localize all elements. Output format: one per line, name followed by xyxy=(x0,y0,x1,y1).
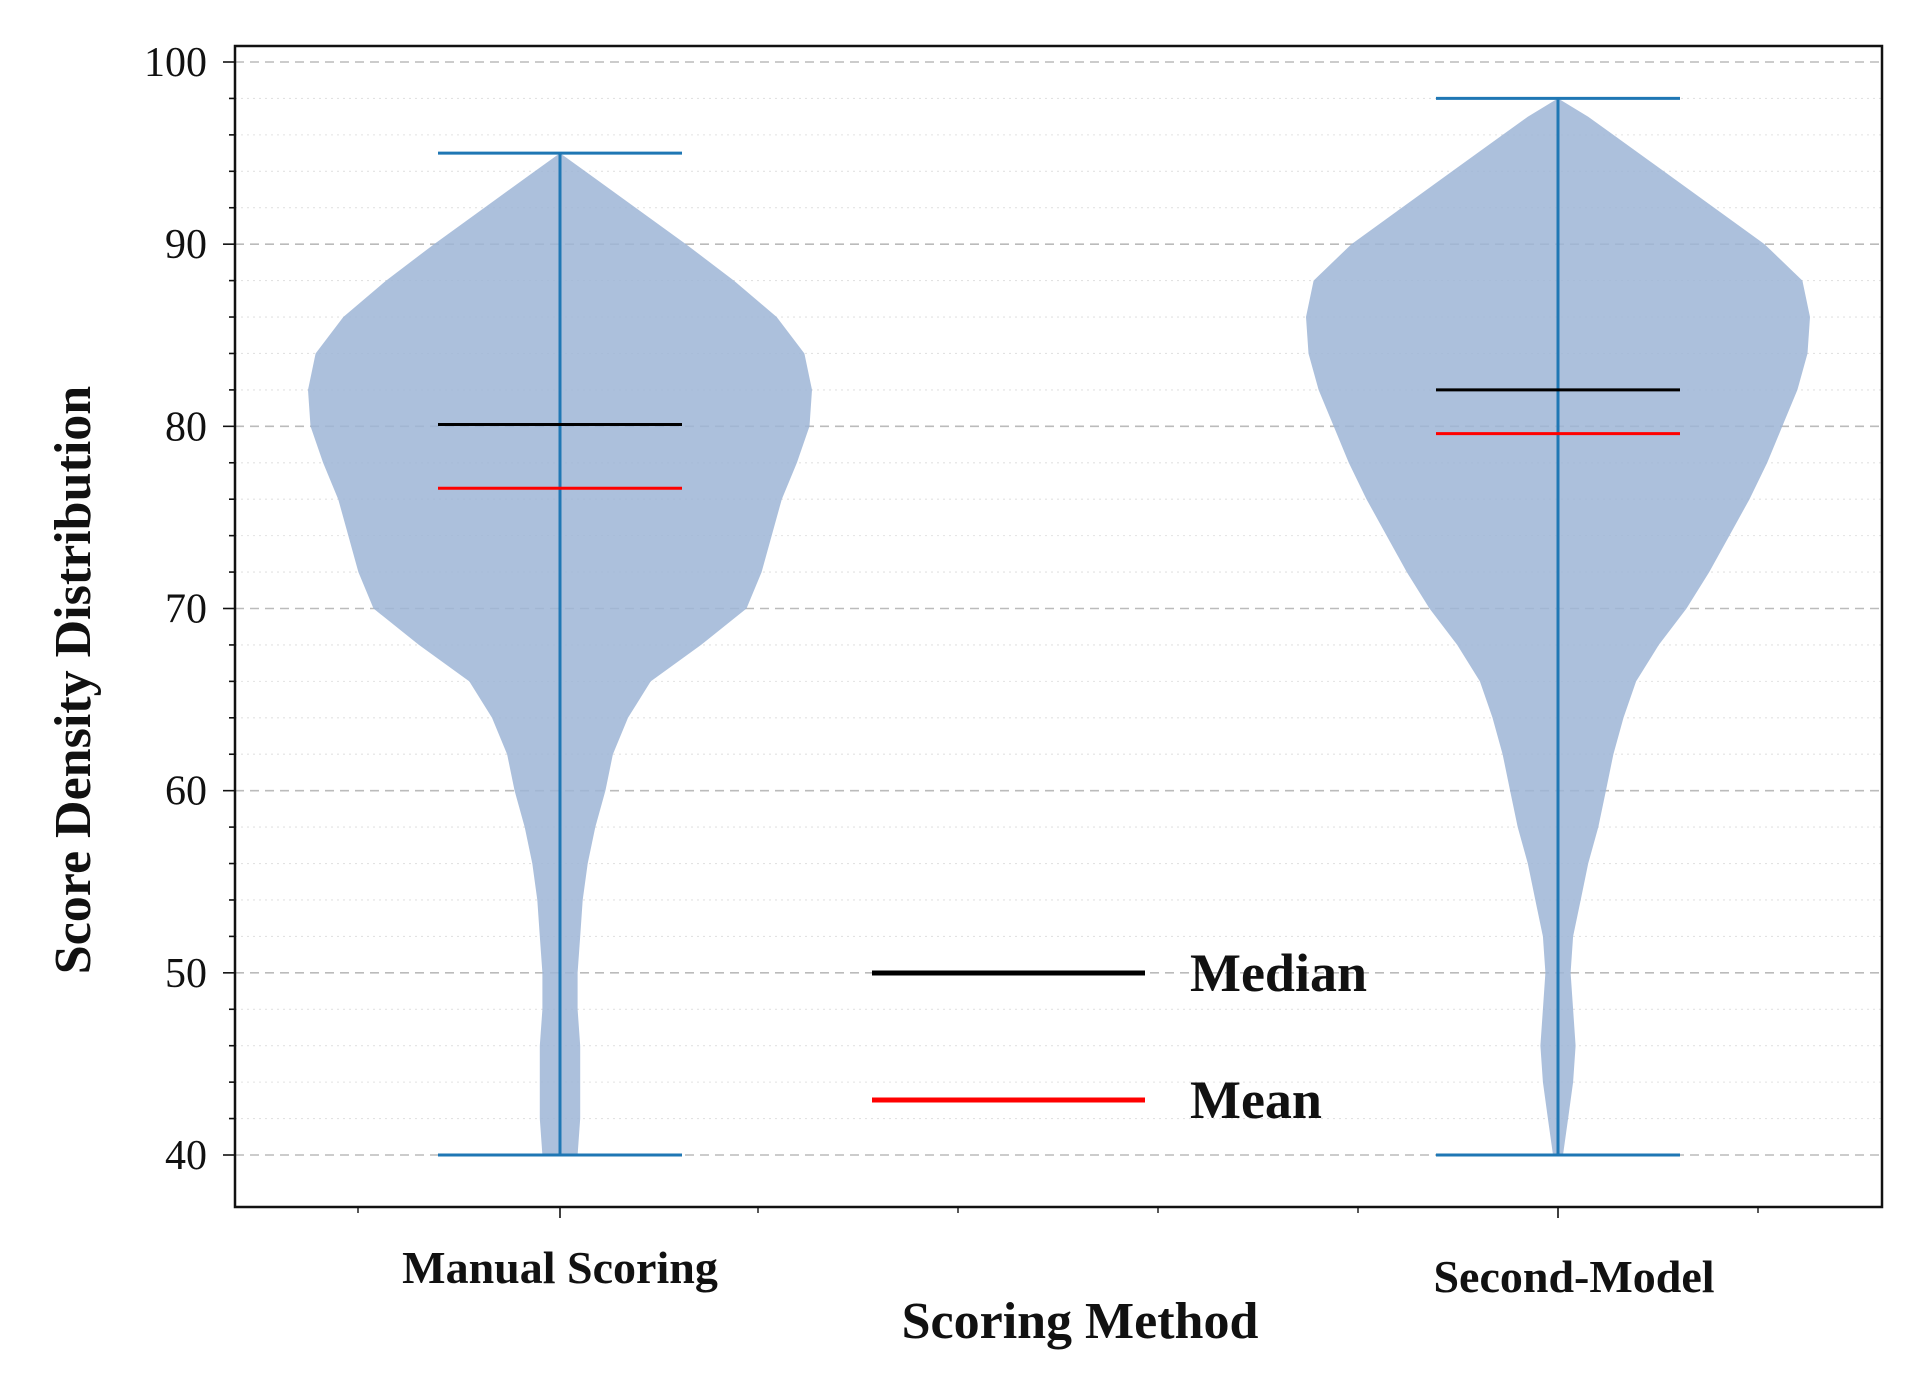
plot-frame xyxy=(233,44,1884,1209)
x-category-label: Second-Model xyxy=(1433,1251,1714,1302)
y-tick-label: 70 xyxy=(165,587,207,633)
x-category-label: Manual Scoring xyxy=(402,1242,718,1293)
legend-label-mean: Mean xyxy=(1190,1070,1322,1130)
violins xyxy=(308,96,1810,1157)
y-tick-label: 100 xyxy=(144,40,207,86)
x-axis-title: Scoring Method xyxy=(902,1293,1259,1350)
legend-label-median: Median xyxy=(1190,943,1367,1003)
axes: 40 50 60 70 80 90 100 Manual Scoring Second-Mode… xyxy=(144,40,1759,1302)
y-tick-label: 90 xyxy=(165,222,207,268)
y-tick-label: 60 xyxy=(165,769,207,815)
y-tick-label: 40 xyxy=(165,1133,207,1179)
legend: Median Mean xyxy=(872,943,1367,1130)
y-axis-title: Score Density Distribution xyxy=(45,386,102,974)
y-tick-label: 50 xyxy=(165,951,207,997)
y-tick-label: 80 xyxy=(165,404,207,450)
